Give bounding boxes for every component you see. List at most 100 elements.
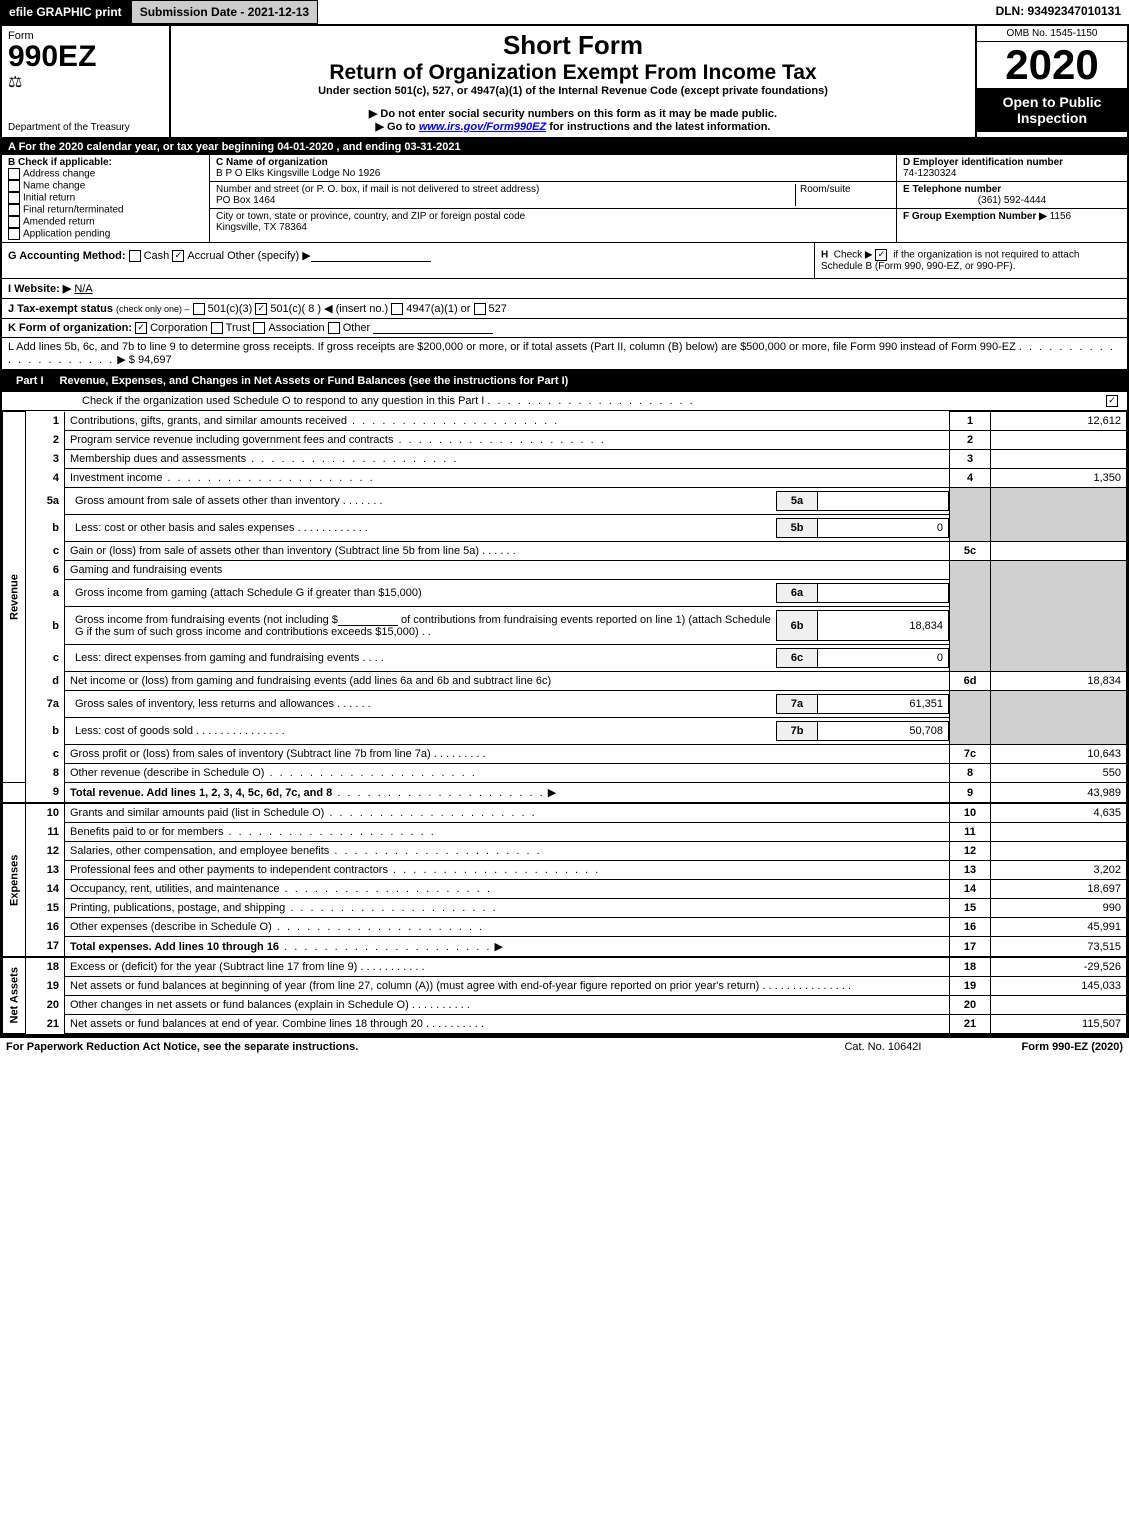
amt-13: 3,202 (991, 861, 1127, 880)
omb-label: OMB No. 1545-1150 (977, 26, 1127, 42)
amt-4: 1,350 (991, 469, 1127, 488)
amt-1: 12,612 (991, 412, 1127, 431)
ln-14: 14 (26, 880, 65, 899)
ld-6d: Net income or (loss) from gaming and fun… (65, 672, 950, 691)
h-text1: Check ▶ (834, 250, 873, 261)
table-row: Expenses 10 Grants and similar amounts p… (3, 803, 1127, 823)
table-row: 21 Net assets or fund balances at end of… (3, 1015, 1127, 1034)
check-h[interactable] (875, 249, 887, 261)
mid-n-6b: 6b (777, 611, 818, 641)
g-accrual: Accrual (187, 250, 224, 262)
e-label: E Telephone number (903, 184, 1121, 195)
mid-n-7a: 7a (777, 695, 818, 714)
amt-8: 550 (991, 764, 1127, 783)
footer-right-prefix: Form (1022, 1041, 1053, 1053)
mid-n-7b: 7b (777, 722, 818, 741)
mid-amt-6c: 0 (818, 649, 949, 668)
open-to-public: Open to Public Inspection (977, 88, 1127, 132)
ln-9: 9 (26, 783, 65, 804)
ld-13: Professional fees and other payments to … (70, 864, 388, 876)
ln-7b: b (26, 718, 65, 745)
check-4947[interactable] (391, 303, 403, 315)
table-row: 14 Occupancy, rent, utilities, and maint… (3, 880, 1127, 899)
check-amended-return[interactable] (8, 216, 20, 228)
amt-19: 145,033 (991, 977, 1127, 996)
check-initial-return[interactable] (8, 192, 20, 204)
do-not-enter-text: ▶ Do not enter social security numbers o… (177, 107, 969, 120)
mid-n-5a: 5a (777, 492, 818, 511)
arrow-9: ▶ (548, 787, 556, 799)
e-value: (361) 592-4444 (903, 195, 1121, 206)
ld-9: Total revenue. Add lines 1, 2, 3, 4, 5c,… (70, 787, 332, 799)
rn-3: 3 (950, 450, 991, 469)
check-schedule-o[interactable] (1106, 395, 1118, 407)
table-row: 15 Printing, publications, postage, and … (3, 899, 1127, 918)
table-row: Revenue 1 Contributions, gifts, grants, … (3, 412, 1127, 431)
check-527[interactable] (474, 303, 486, 315)
efile-print-button[interactable]: efile GRAPHIC print (0, 0, 131, 24)
mid-amt-5b: 0 (818, 519, 949, 538)
part-i-header: Part I Revenue, Expenses, and Changes in… (2, 370, 1127, 392)
section-l: L Add lines 5b, 6c, and 7b to line 9 to … (2, 338, 1127, 370)
opt-address-change: Address change (23, 169, 95, 180)
table-row: 17 Total expenses. Add lines 10 through … (3, 937, 1127, 958)
ld-7b: Less: cost of goods sold (75, 725, 193, 737)
revenue-side-label: Revenue (3, 412, 26, 783)
check-trust[interactable] (211, 322, 223, 334)
check-501c3[interactable] (193, 303, 205, 315)
c-city-label: City or town, state or province, country… (216, 211, 890, 222)
footer-right-suffix: (2020) (1088, 1041, 1123, 1053)
table-row: 3 Membership dues and assessments 3 (3, 450, 1127, 469)
j-o1: 501(c)(3) (208, 303, 253, 315)
expenses-side-label: Expenses (3, 803, 26, 957)
ld-12: Salaries, other compensation, and employ… (70, 845, 329, 857)
table-row: 9 Total revenue. Add lines 1, 2, 3, 4, 5… (3, 783, 1127, 804)
amt-16: 45,991 (991, 918, 1127, 937)
ln-5b: b (26, 515, 65, 542)
ln-13: 13 (26, 861, 65, 880)
part-i-table: Revenue 1 Contributions, gifts, grants, … (2, 411, 1127, 1034)
check-cash[interactable] (129, 250, 141, 262)
check-501c[interactable] (255, 303, 267, 315)
check-final-return[interactable] (8, 204, 20, 216)
ln-8: 8 (26, 764, 65, 783)
amt-7c: 10,643 (991, 745, 1127, 764)
rn-11: 11 (950, 823, 991, 842)
rn-14: 14 (950, 880, 991, 899)
check-corp[interactable] (135, 322, 147, 334)
footer-right-form: 990-EZ (1052, 1041, 1088, 1053)
amt-10: 4,635 (991, 803, 1127, 823)
opt-name-change: Name change (23, 181, 85, 192)
ld-17: Total expenses. Add lines 10 through 16 (70, 941, 279, 953)
ln-1: 1 (26, 412, 65, 431)
ln-15: 15 (26, 899, 65, 918)
table-row: 16 Other expenses (describe in Schedule … (3, 918, 1127, 937)
check-assoc[interactable] (253, 322, 265, 334)
rn-5c: 5c (950, 542, 991, 561)
rn-15: 15 (950, 899, 991, 918)
check-other-org[interactable] (328, 322, 340, 334)
amt-5c (991, 542, 1127, 561)
mid-amt-6b: 18,834 (818, 611, 949, 641)
table-row: c Gain or (loss) from sale of assets oth… (3, 542, 1127, 561)
footer-left: For Paperwork Reduction Act Notice, see … (6, 1041, 844, 1053)
irs-link[interactable]: www.irs.gov/Form990EZ (419, 121, 546, 133)
row-a-tax-year: A For the 2020 calendar year, or tax yea… (2, 139, 1127, 155)
header-right-col: OMB No. 1545-1150 2020 Open to Public In… (977, 26, 1127, 137)
form-number: 990EZ (8, 42, 163, 72)
table-row: 5a Gross amount from sale of assets othe… (3, 488, 1127, 515)
h-letter: H (821, 250, 828, 261)
ln-20: 20 (26, 996, 65, 1015)
check-name-change[interactable] (8, 180, 20, 192)
rn-2: 2 (950, 431, 991, 450)
check-application-pending[interactable] (8, 228, 20, 240)
f-label: F Group Exemption Number ▶ (903, 211, 1047, 222)
check-accrual[interactable] (172, 250, 184, 262)
section-j: J Tax-exempt status (check only one) – 5… (2, 299, 1127, 319)
amt-12 (991, 842, 1127, 861)
ld-4: Investment income (70, 472, 162, 484)
ld-11: Benefits paid to or for members (70, 826, 223, 838)
table-row: 11 Benefits paid to or for members 11 (3, 823, 1127, 842)
check-address-change[interactable] (8, 168, 20, 180)
c-city-value: Kingsville, TX 78364 (216, 222, 890, 233)
